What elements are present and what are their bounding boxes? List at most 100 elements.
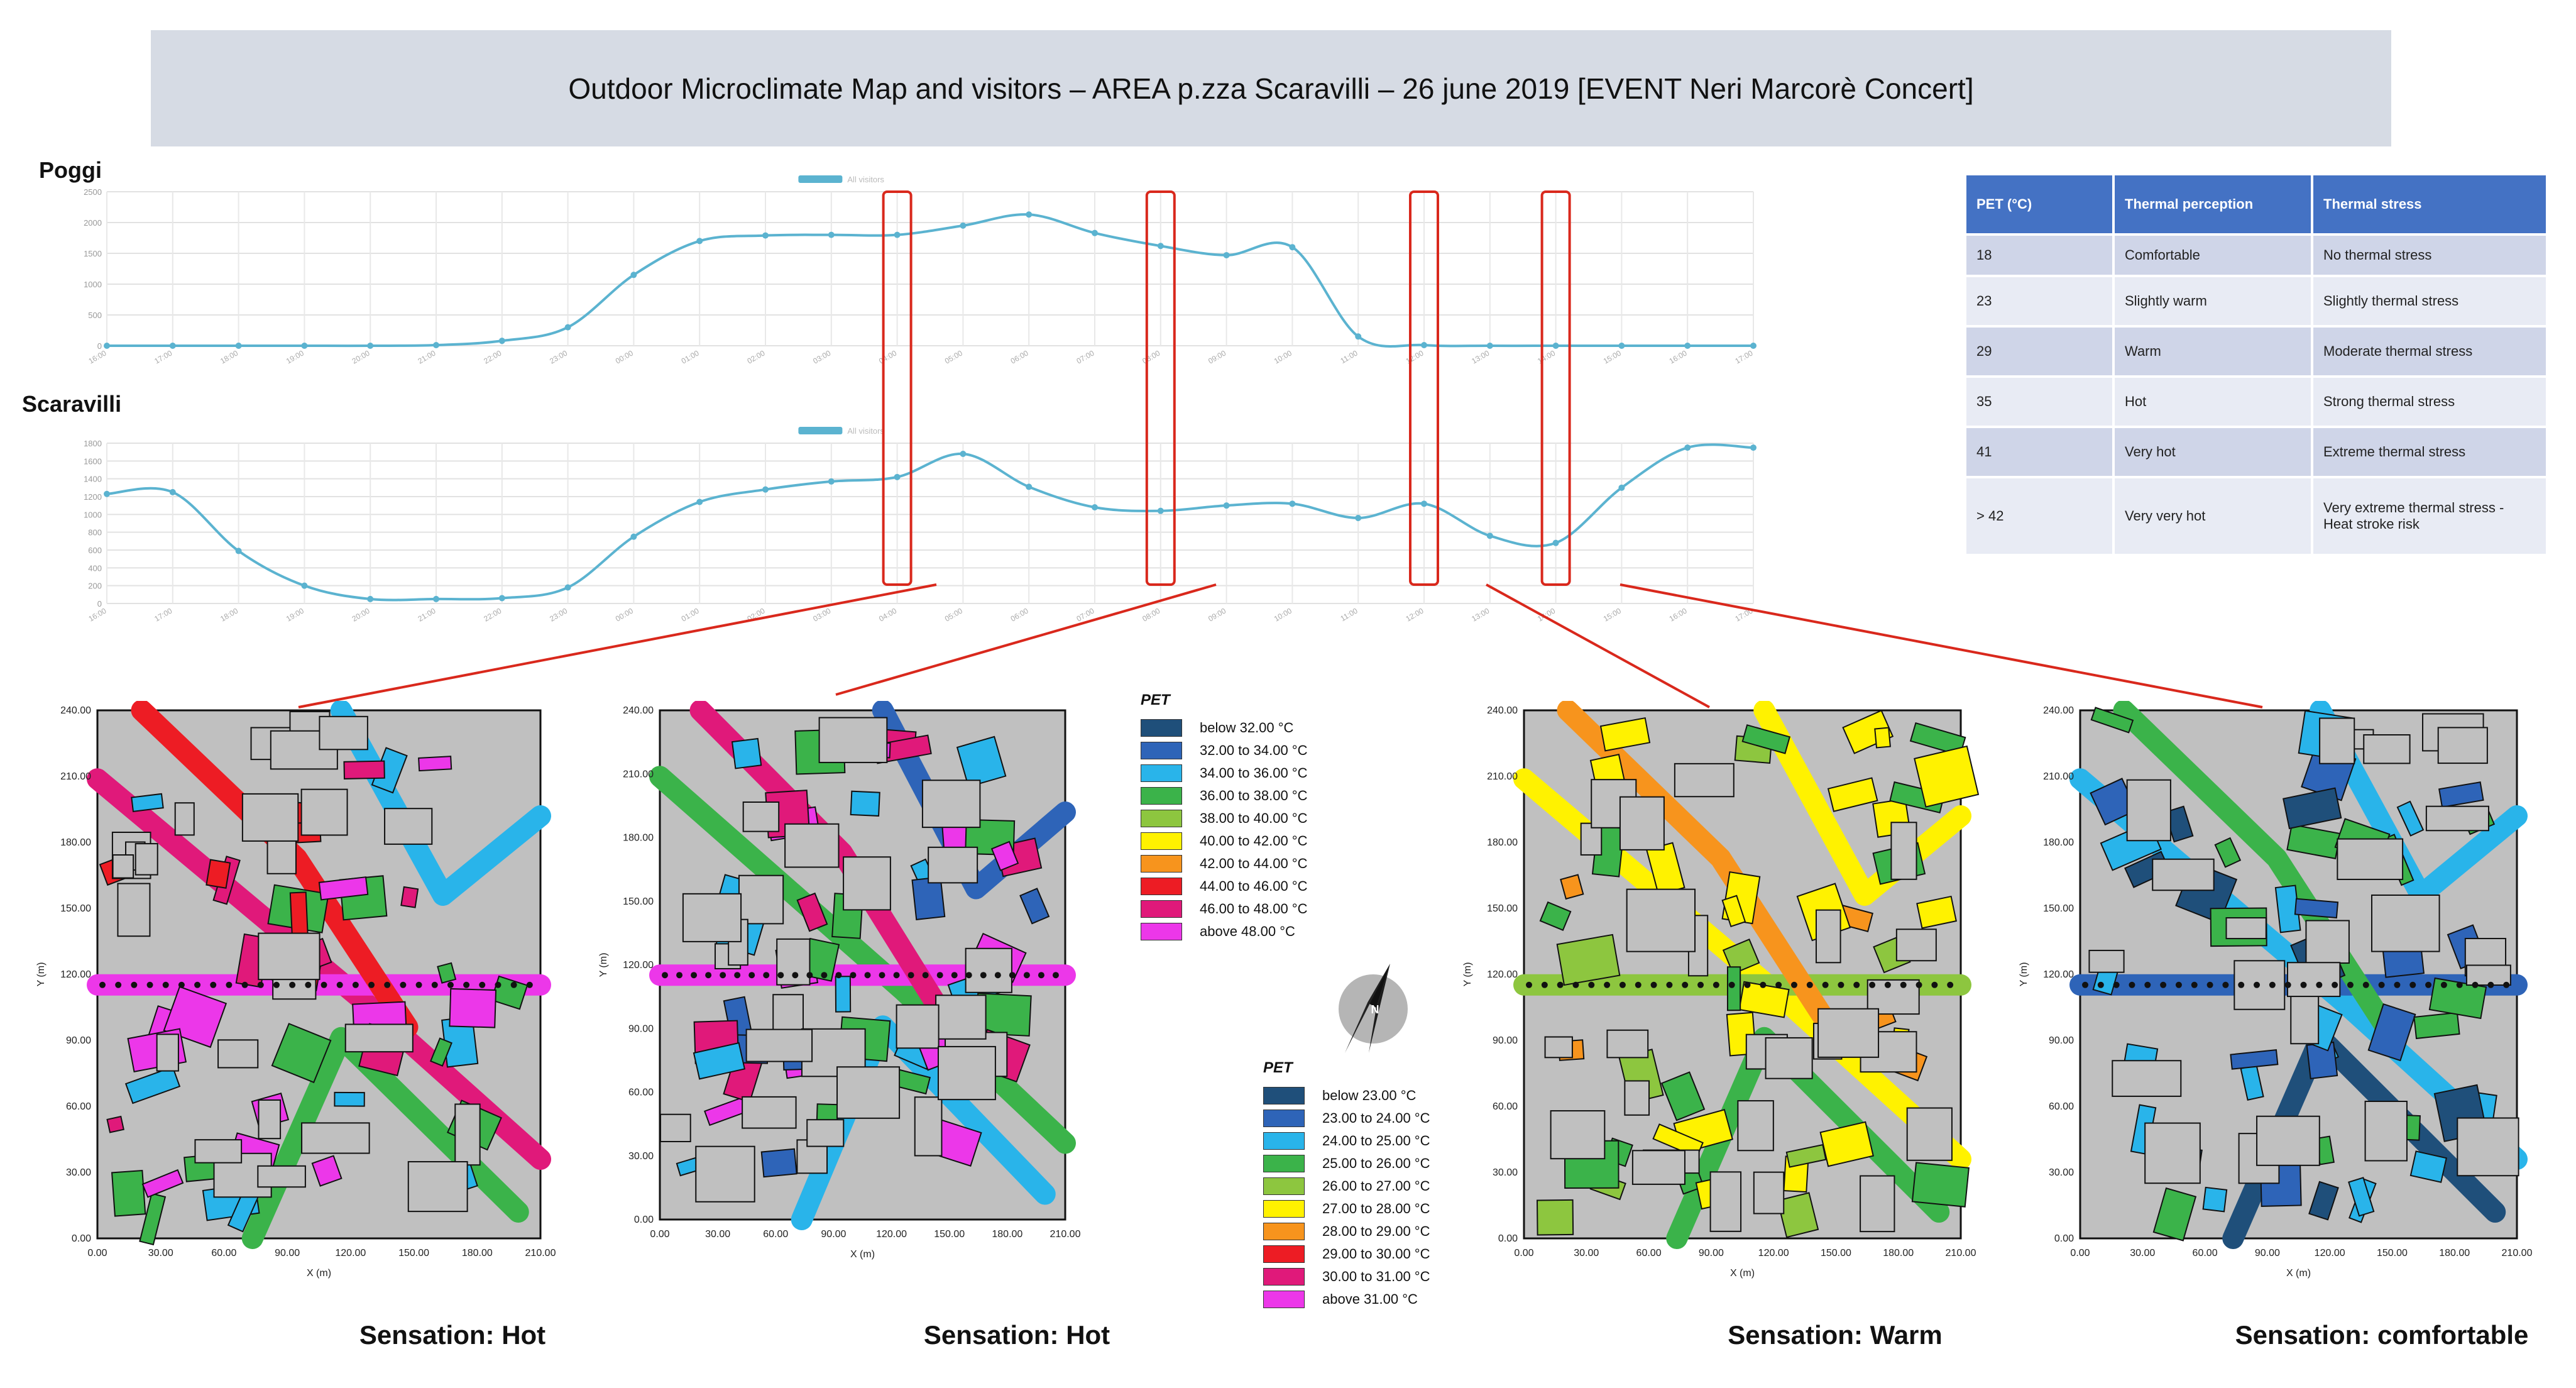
pet-patch xyxy=(693,1042,746,1080)
data-point xyxy=(1289,244,1296,251)
map-x-tick: 90.00 xyxy=(1699,1248,1724,1259)
legend-swatch xyxy=(1141,832,1182,850)
tree-dot xyxy=(1009,972,1016,979)
building xyxy=(2225,917,2267,940)
map-x-tick: 210.00 xyxy=(2502,1248,2533,1259)
data-point xyxy=(696,498,703,505)
pet-patch xyxy=(418,756,452,772)
tree-dot xyxy=(2222,981,2229,988)
legend-swatch xyxy=(1141,878,1182,895)
pet-patch xyxy=(2152,1187,2197,1242)
tree-dot xyxy=(1869,981,1876,988)
chart-legend: All visitors xyxy=(798,426,884,436)
map-y-tick: 0.00 xyxy=(2054,1233,2074,1244)
pet-patch xyxy=(990,840,1019,871)
tree-dot xyxy=(1541,981,1548,988)
legend-label: 42.00 to 44.00 °C xyxy=(1200,856,1308,871)
data-point xyxy=(696,238,703,245)
tree-dot xyxy=(2113,981,2120,988)
pet-patch xyxy=(1911,1162,1970,1208)
data-point xyxy=(235,548,242,554)
pet-patch xyxy=(1738,981,1790,1018)
pet-cell: 29 xyxy=(1966,328,2112,375)
building xyxy=(384,808,433,845)
map-y-tick: 90.00 xyxy=(628,1023,654,1034)
tree-dot xyxy=(720,972,726,979)
tree-dot xyxy=(384,981,391,988)
legend-cool: PET below 23.00 °C 23.00 to 24.00 °C 24.00… xyxy=(1263,1059,1430,1311)
y-tick-label: 500 xyxy=(88,311,102,320)
tree-dot xyxy=(2316,981,2323,988)
tree-dot xyxy=(1713,981,1719,988)
title-banner: Outdoor Microclimate Map and visitors – … xyxy=(151,30,2391,146)
data-point xyxy=(564,324,571,331)
tree-dot xyxy=(2347,981,2354,988)
building xyxy=(258,1099,282,1140)
tree-dot xyxy=(806,972,813,979)
tree-dot xyxy=(526,981,533,988)
building xyxy=(156,1033,179,1072)
connector-2 xyxy=(835,583,1217,696)
series-line xyxy=(107,213,1753,348)
building xyxy=(2370,894,2440,952)
tree-dot xyxy=(922,972,929,979)
map-y-tick: 90.00 xyxy=(66,1035,91,1046)
building xyxy=(659,1113,691,1143)
building xyxy=(1906,1107,1953,1161)
tree-dot xyxy=(864,972,871,979)
legend-label: 44.00 to 46.00 °C xyxy=(1200,878,1308,894)
pet-patch xyxy=(449,988,497,1028)
table-row: 29 Warm Moderate thermal stress xyxy=(1966,328,2546,375)
pet-patch xyxy=(2090,707,2134,734)
legend-item: below 32.00 °C xyxy=(1141,717,1307,739)
pet-patch xyxy=(2438,781,2484,808)
map-x-tick: 60.00 xyxy=(2193,1248,2218,1259)
tree-dot xyxy=(936,972,943,979)
legend-item: 29.00 to 30.00 °C xyxy=(1263,1243,1430,1265)
tree-dot xyxy=(835,972,842,979)
pet-patch xyxy=(2367,1003,2416,1062)
tree-dot xyxy=(734,972,741,979)
map-x-tick: 180.00 xyxy=(992,1229,1022,1240)
building xyxy=(194,1139,243,1164)
map-y-tick: 180.00 xyxy=(623,833,654,844)
tree-dot xyxy=(1744,981,1751,988)
pet-map-3: 0.00 30.00 60.00 90.00 120.00 150.00 180.00 210… xyxy=(1462,701,1980,1279)
data-point xyxy=(1026,211,1033,218)
map-y-label: Y (m) xyxy=(1462,962,1473,987)
legend-label: 40.00 to 42.00 °C xyxy=(1200,833,1308,849)
map-x-tick: 120.00 xyxy=(1758,1248,1789,1259)
tree-dot xyxy=(893,972,900,979)
building xyxy=(784,823,840,868)
pet-cell: 41 xyxy=(1966,428,2112,476)
pet-patch xyxy=(430,1037,452,1067)
tree-dot xyxy=(2456,981,2463,988)
chart-grid xyxy=(106,443,1754,604)
map-y-tick: 210.00 xyxy=(1487,771,1518,782)
map-y-label: Y (m) xyxy=(2019,962,2029,987)
map-y-tick: 120.00 xyxy=(623,960,654,971)
data-point xyxy=(104,490,110,497)
building xyxy=(2319,717,2355,764)
poggi-label: Poggi xyxy=(39,157,102,183)
map-y-tick: 150.00 xyxy=(1487,903,1518,914)
building xyxy=(914,1096,943,1157)
pet-patch xyxy=(835,976,852,1013)
legend-cool-title: PET xyxy=(1263,1059,1293,1076)
pet-cell: Moderate thermal stress xyxy=(2313,328,2546,375)
data-point xyxy=(433,342,439,349)
map-x-tick: 150.00 xyxy=(398,1248,429,1259)
building xyxy=(742,801,780,832)
tree-dot xyxy=(479,981,486,988)
legend-item: 24.00 to 25.00 °C xyxy=(1263,1130,1430,1152)
pet-cell: 23 xyxy=(1966,277,2112,325)
pet-patch xyxy=(1827,777,1878,812)
building xyxy=(1817,1008,1880,1058)
pet-patch xyxy=(131,793,164,812)
legend-label: below 32.00 °C xyxy=(1200,720,1294,735)
building xyxy=(695,1145,755,1203)
data-point xyxy=(301,582,308,589)
map-x-label: X (m) xyxy=(307,1268,331,1279)
tree-dot xyxy=(792,972,799,979)
map-x-label: X (m) xyxy=(2286,1268,2311,1279)
